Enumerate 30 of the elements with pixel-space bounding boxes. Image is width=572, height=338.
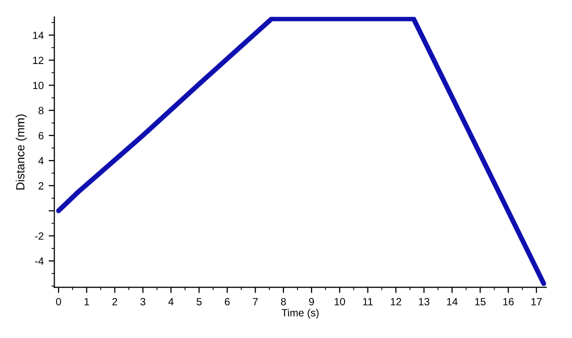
x-tick-label: 15	[475, 298, 486, 306]
y-tick-label: -4	[35, 258, 44, 265]
x-tick-label: 16	[503, 298, 514, 306]
x-tick-label: 12	[390, 298, 402, 306]
x-axis-title: Time (s)	[282, 308, 319, 319]
y-tick-label: -2	[35, 232, 44, 240]
y-tick-label: 10	[33, 82, 44, 90]
y-tick-label: 14	[33, 32, 44, 39]
y-tick-label: 12	[33, 56, 44, 64]
x-tick-label: 4	[168, 298, 174, 306]
x-tick-label: 8	[280, 298, 286, 306]
x-tick-label: 13	[418, 298, 430, 306]
x-tick-label: 6	[224, 298, 230, 306]
y-tick-label: 6	[38, 132, 44, 140]
x-tick-label: 0	[56, 298, 62, 306]
x-tick-label: 5	[196, 298, 202, 306]
x-tick-label: 9	[309, 298, 314, 306]
x-tick-label: 17	[531, 298, 542, 306]
y-tick-label: 2	[38, 182, 44, 190]
x-tick-label: 1	[84, 298, 90, 306]
x-tick-label: 14	[447, 298, 458, 306]
y-axis-title: Distance (mm)	[16, 114, 27, 190]
x-tick-label: 10	[334, 298, 346, 306]
x-tick-label: 7	[252, 298, 258, 306]
y-tick-label: 4	[38, 157, 44, 164]
line-series	[56, 16, 546, 286]
x-tick-label: 3	[140, 298, 146, 306]
x-tick-label: 2	[112, 298, 118, 306]
x-tick-label: 11	[363, 298, 373, 306]
y-tick-label: 8	[38, 106, 44, 114]
